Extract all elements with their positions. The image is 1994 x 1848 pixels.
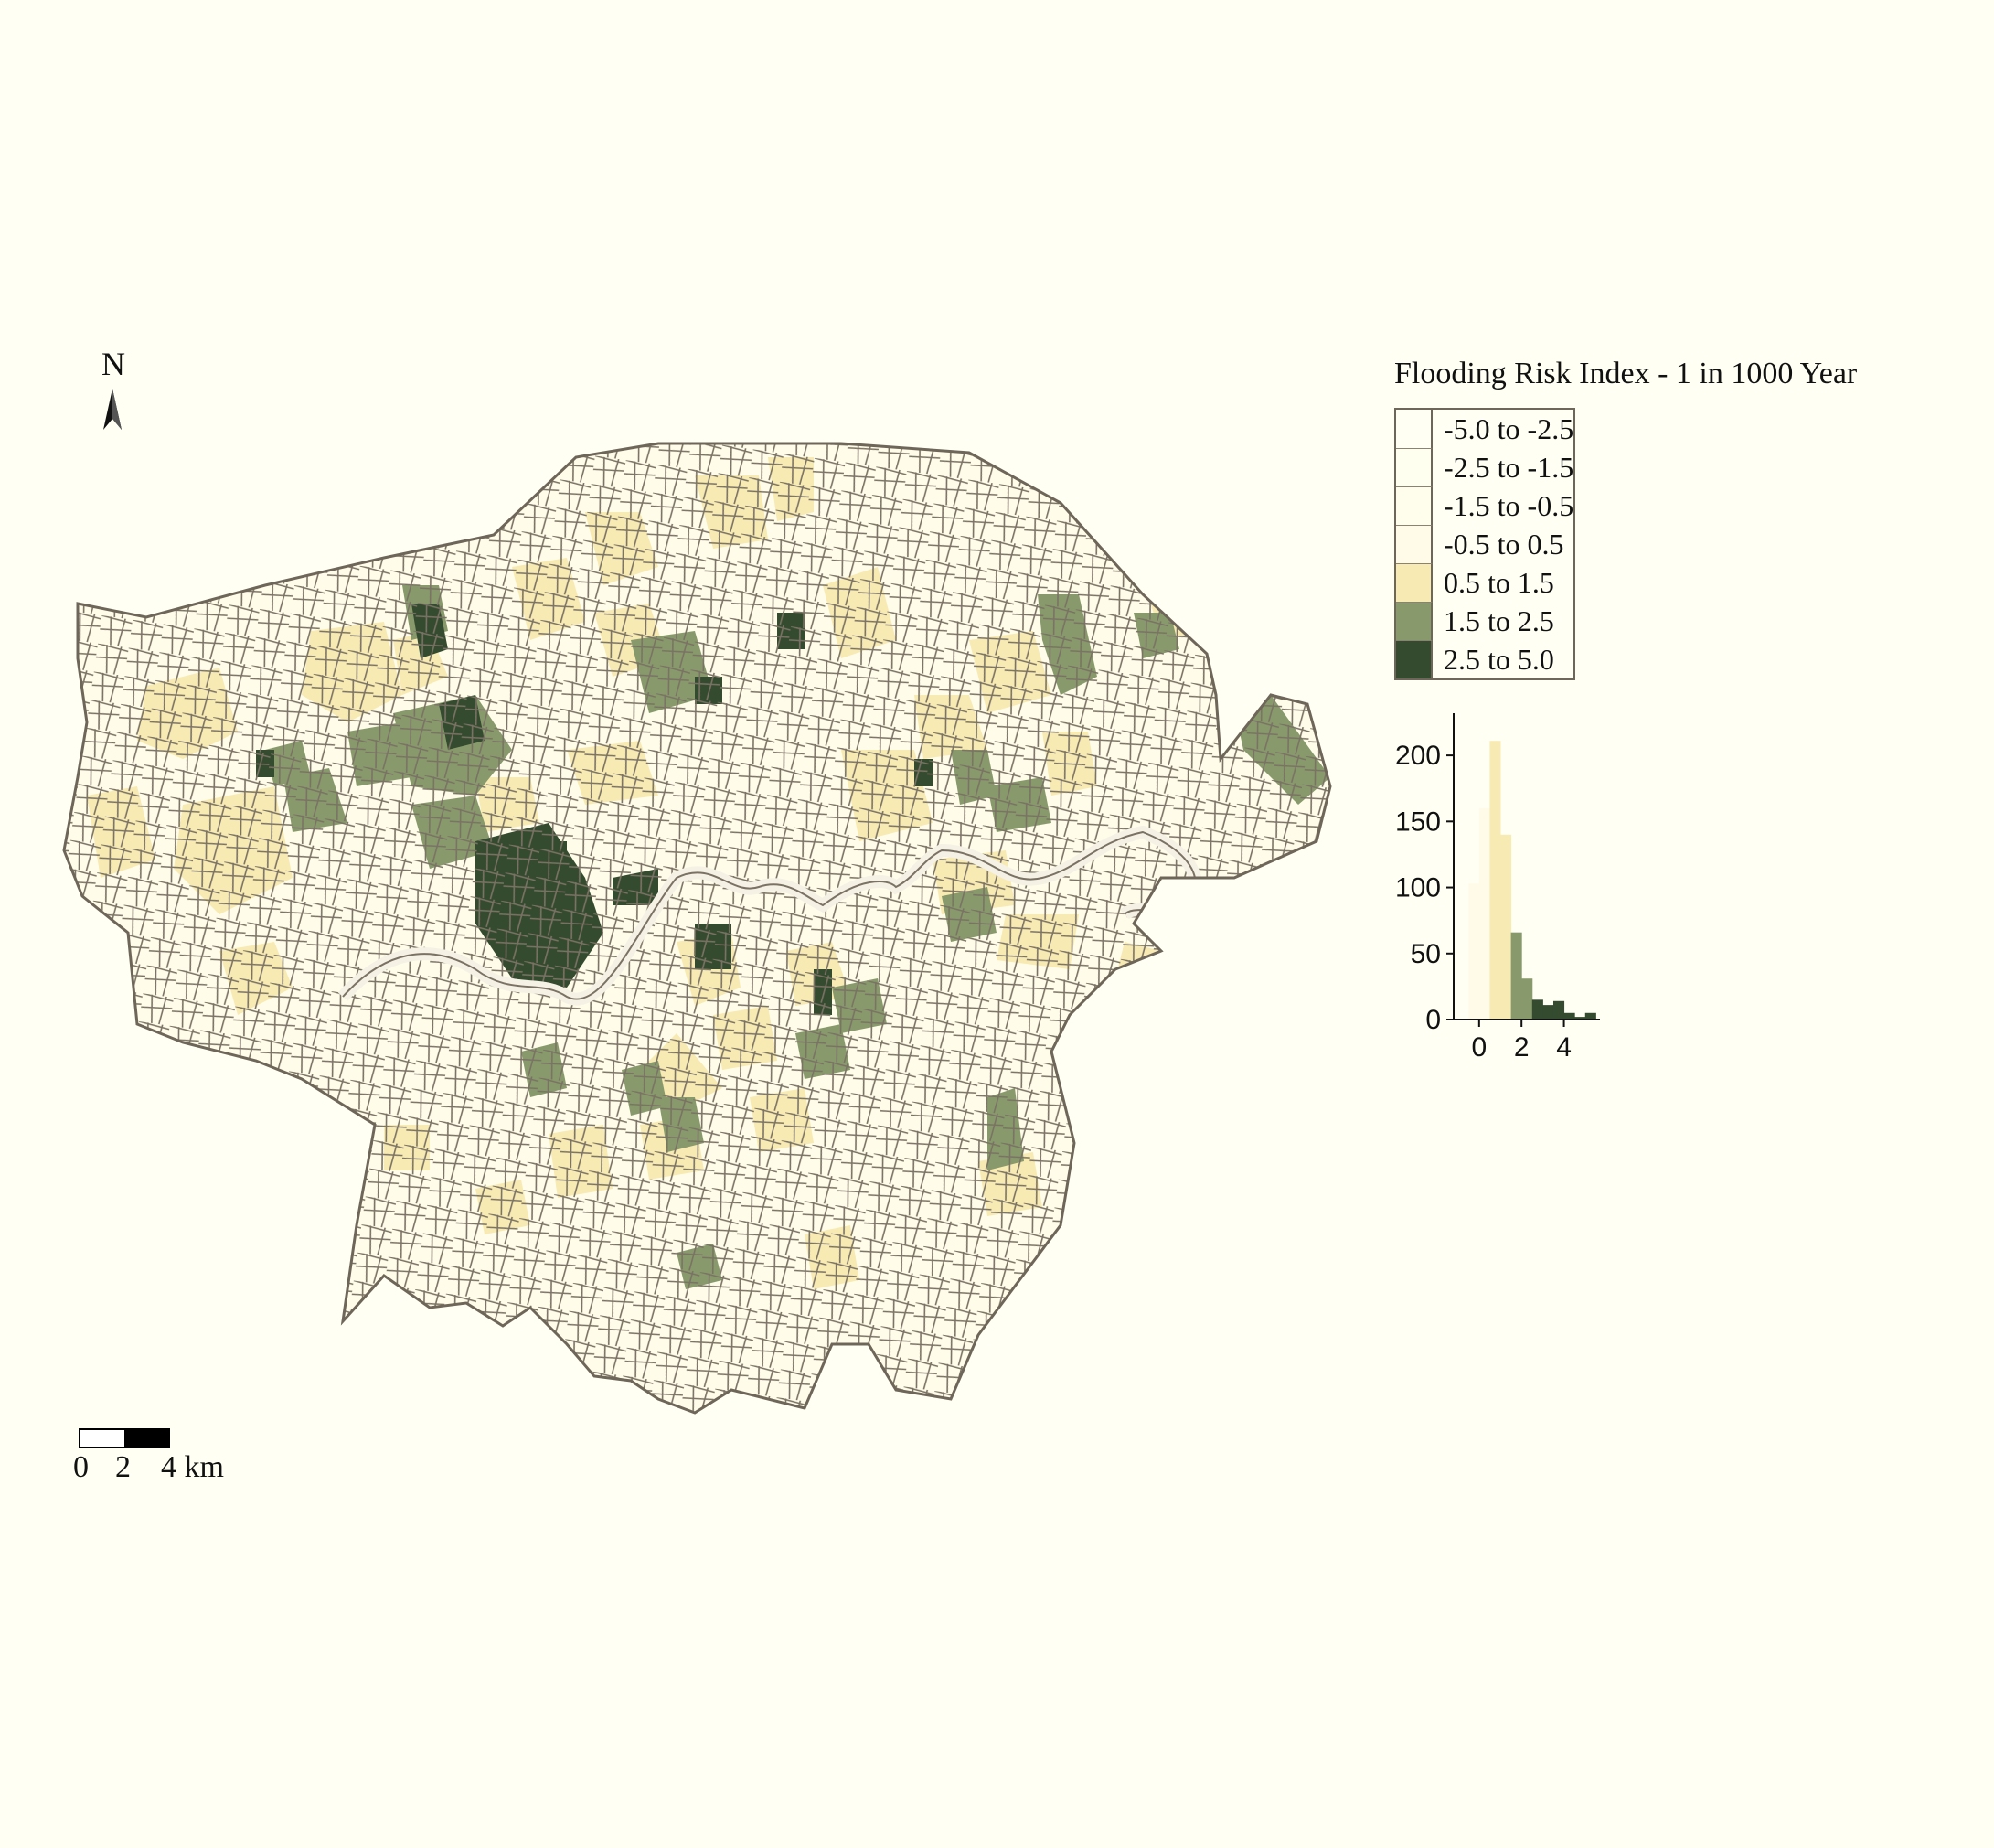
legend-title: Flooding Risk Index - 1 in 1000 Year [1394, 357, 1858, 390]
legend-item: 0.5 to 1.5 [1396, 563, 1573, 602]
legend-label: -0.5 to 0.5 [1444, 527, 1564, 561]
scale-label-4km: 4 km [161, 1450, 224, 1484]
legend-swatch [1396, 602, 1433, 640]
scale-label-0: 0 [73, 1450, 89, 1484]
histogram-bar [1468, 883, 1480, 1020]
y-tick-label: 0 [1425, 1005, 1441, 1035]
histogram-bar [1478, 807, 1490, 1020]
histogram-bar [1521, 978, 1533, 1020]
legend-swatch [1396, 640, 1433, 678]
histogram-bar [1584, 1012, 1596, 1020]
scale-label-2: 2 [115, 1450, 131, 1484]
x-tick-label: 0 [1471, 1032, 1487, 1063]
x-tick-label: 4 [1556, 1032, 1572, 1063]
histogram-bar [1457, 977, 1469, 1020]
legend-swatch [1396, 410, 1433, 448]
histogram-bar [1500, 834, 1512, 1020]
x-tick-label: 2 [1514, 1032, 1530, 1063]
legend-label: -5.0 to -2.5 [1444, 411, 1574, 445]
y-tick-label: 50 [1411, 939, 1441, 969]
legend-swatch [1396, 563, 1433, 602]
histogram-bar [1552, 1000, 1565, 1020]
legend-label: 1.5 to 2.5 [1444, 604, 1554, 637]
histogram-bar [1510, 932, 1522, 1020]
legend-item: -5.0 to -2.5 [1396, 410, 1573, 448]
histogram-bar [1542, 1005, 1554, 1020]
scale-labels: 0 2 4 km [73, 1448, 224, 1485]
histogram-bar [1563, 1012, 1575, 1020]
histogram-bar [1574, 1017, 1586, 1020]
legend-item: 1.5 to 2.5 [1396, 602, 1573, 640]
scale-bar: 0 2 4 km [73, 1428, 224, 1485]
y-tick-label: 150 [1395, 806, 1441, 837]
legend-swatch [1396, 486, 1433, 525]
legend-label: -1.5 to -0.5 [1444, 488, 1574, 522]
legend: Flooding Risk Index - 1 in 1000 Year -5.… [1394, 357, 1857, 683]
legend-label: 0.5 to 1.5 [1444, 565, 1554, 599]
histogram-bar [1531, 999, 1543, 1020]
legend-swatch [1396, 525, 1433, 563]
legend-item: -2.5 to -1.5 [1396, 448, 1573, 486]
legend-item: -0.5 to 0.5 [1396, 525, 1573, 563]
legend-item: -1.5 to -0.5 [1396, 486, 1573, 525]
histogram-bar [1489, 741, 1501, 1020]
y-tick-label: 100 [1395, 873, 1441, 903]
y-tick-label: 200 [1395, 741, 1441, 771]
north-arrow: N [95, 347, 132, 380]
legend-swatch [1396, 448, 1433, 486]
legend-items: -5.0 to -2.5 -2.5 to -1.5 -1.5 to -0.5 -0.5… [1394, 408, 1576, 680]
north-label: N [101, 346, 125, 382]
legend-item: 2.5 to 5.0 [1396, 640, 1573, 678]
scale-bar-graphic [79, 1428, 170, 1448]
legend-label: 2.5 to 5.0 [1444, 642, 1554, 676]
legend-label: -2.5 to -1.5 [1444, 450, 1574, 484]
north-arrow-icon [103, 389, 122, 430]
